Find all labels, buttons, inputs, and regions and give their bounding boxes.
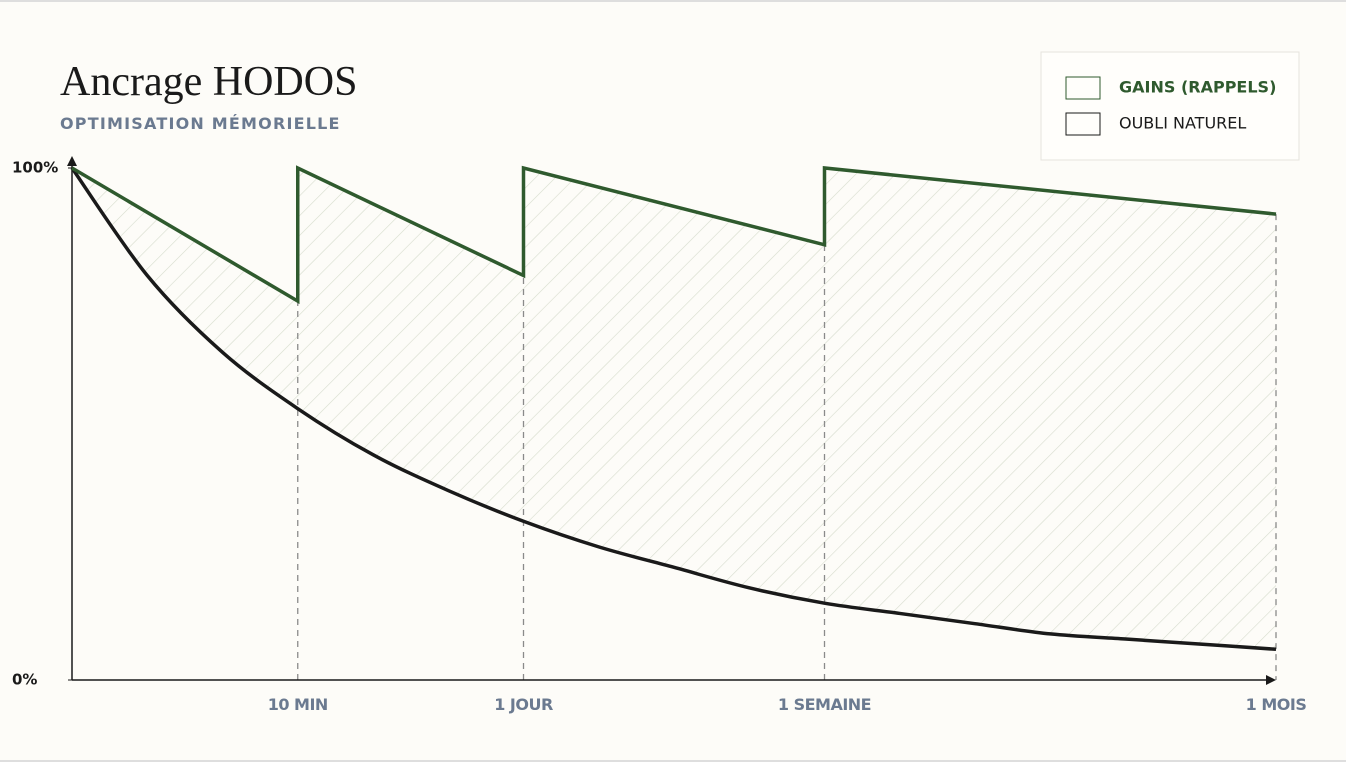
y-axis-arrow — [67, 156, 77, 166]
legend-swatch — [1065, 76, 1101, 100]
legend-label: GAINS (RAPPELS) — [1119, 78, 1276, 97]
gain-area — [72, 168, 1276, 650]
x-tick-label: 1 SEMAINE — [778, 695, 871, 714]
legend-label: OUBLI NATUREL — [1119, 114, 1246, 133]
legend: GAINS (RAPPELS) OUBLI NATUREL — [1040, 51, 1300, 161]
x-tick-label: 10 MIN — [268, 695, 328, 714]
legend-swatch — [1065, 112, 1101, 136]
y-tick-label: 100% — [12, 159, 58, 177]
chart-subtitle: OPTIMISATION MÉMORIELLE — [60, 114, 341, 133]
y-tick-label: 0% — [12, 671, 37, 689]
legend-box — [1040, 51, 1300, 161]
x-tick-label: 1 MOIS — [1246, 695, 1307, 714]
series-line — [70, 166, 1277, 652]
series-line — [71, 165, 1277, 305]
chart-title: Ancrage HODOS — [60, 59, 357, 105]
x-axis-arrow — [1266, 675, 1276, 685]
x-tick-label: 1 JOUR — [494, 695, 553, 714]
